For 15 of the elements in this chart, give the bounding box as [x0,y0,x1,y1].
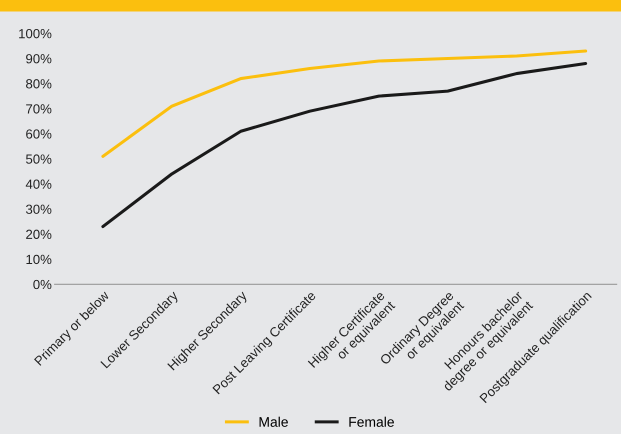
y-tick-label: 40% [26,179,52,189]
y-tick-label: 0% [33,280,52,290]
y-tick-label: 100% [19,28,52,38]
y-tick-label: 60% [26,129,52,139]
legend-label: Female [349,416,394,427]
line-series [101,62,588,228]
legend-label: Male [260,416,288,427]
line-series [101,49,588,158]
y-tick-label: 30% [26,204,52,214]
y-tick-label: 70% [26,104,52,114]
y-tick-label: 90% [26,54,52,64]
y-tick-label: 50% [26,154,52,164]
y-tick-label: 20% [26,230,52,240]
y-tick-label: 10% [26,254,52,264]
y-tick-label: 80% [26,79,52,88]
